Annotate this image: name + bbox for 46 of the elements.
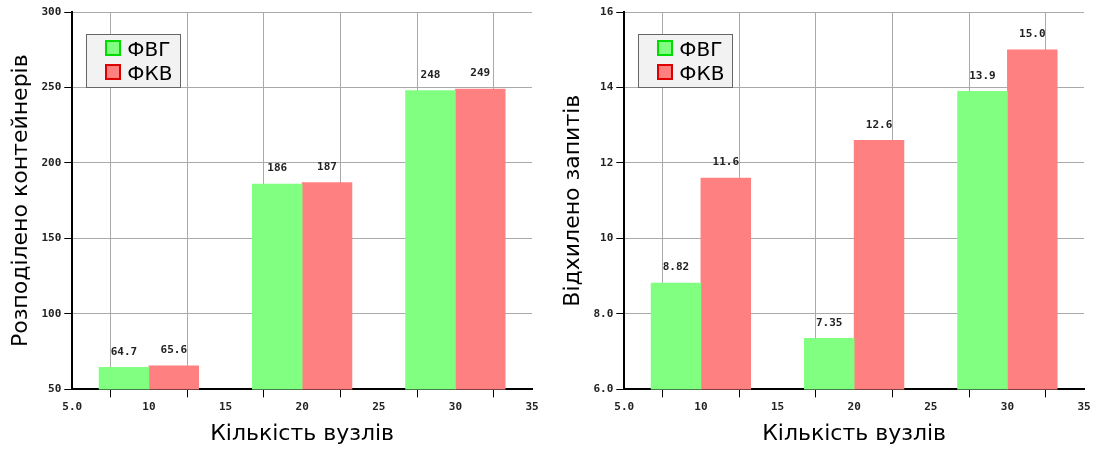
x-tick-label: 10 [694, 399, 708, 413]
y-axis-title: Розподілено контейнерів [6, 54, 32, 348]
y-tick-label: 100 [41, 306, 62, 320]
y-tick-label: 150 [41, 231, 62, 245]
x-tick-label: 25 [372, 399, 386, 413]
data-label: 64.7 [110, 344, 138, 358]
x-tick-label: 30 [1000, 399, 1014, 413]
data-label: 186 [267, 161, 288, 175]
legend-label: ФВГ [127, 37, 171, 61]
x-tick-label: 20 [295, 399, 309, 413]
x-tick-label: 20 [847, 399, 861, 413]
y-axis-title: Відхилено запитів [558, 94, 584, 307]
y-tick-label: 12 [600, 155, 614, 169]
data-label: 15.0 [1019, 27, 1046, 41]
x-tick-label: 5.0 [614, 399, 635, 413]
legend-label: ФКВ [127, 61, 173, 85]
data-label: 187 [317, 159, 337, 173]
legend-label: ФВГ [679, 37, 723, 61]
x-axis-title: Кількість вузлів [210, 419, 395, 445]
legend-label: ФКВ [679, 61, 725, 85]
data-label: 65.6 [160, 343, 188, 357]
x-tick-label: 35 [525, 399, 539, 413]
y-tick-label: 250 [41, 80, 62, 94]
x-tick-label: 25 [924, 399, 938, 413]
data-label: 249 [470, 66, 491, 80]
y-tick-label: 16 [600, 4, 614, 18]
y-tick-label: 50 [48, 382, 62, 396]
data-label: 12.6 [865, 117, 893, 131]
data-label: 13.9 [969, 68, 996, 82]
y-tick-label: 300 [41, 4, 62, 18]
data-label: 7.35 [815, 315, 843, 329]
x-tick-label: 5.0 [62, 399, 83, 413]
y-tick-label: 200 [41, 155, 62, 169]
y-tick-label: 6.0 [593, 382, 614, 396]
data-label: 8.82 [662, 260, 690, 274]
data-label: 248 [420, 67, 441, 81]
x-tick-label: 10 [142, 399, 156, 413]
x-tick-label: 15 [770, 399, 785, 413]
x-tick-label: 15 [218, 399, 233, 413]
y-tick-label: 14 [600, 80, 614, 94]
y-tick-label: 8.0 [593, 306, 614, 320]
data-label: 11.6 [712, 155, 740, 169]
x-tick-label: 30 [448, 399, 462, 413]
x-axis-title: Кількість вузлів [762, 419, 947, 445]
y-tick-label: 10 [600, 231, 614, 245]
x-tick-label: 35 [1077, 399, 1091, 413]
